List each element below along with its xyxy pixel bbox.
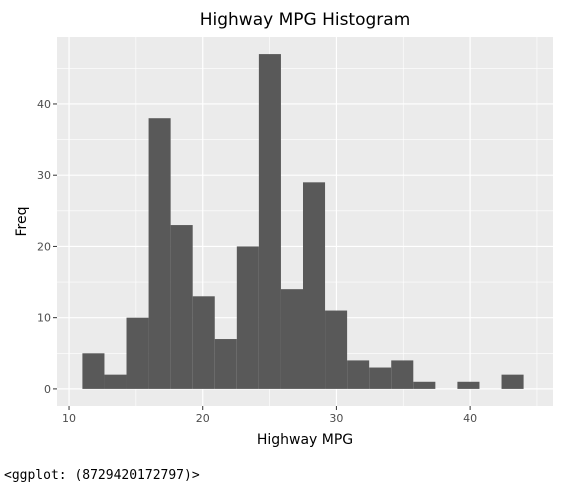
console-output: <ggplot: (8729420172797)>	[4, 468, 200, 483]
y-tick-label: 30	[37, 169, 51, 182]
y-axis-label: Freq	[14, 207, 30, 237]
histogram-bar	[82, 353, 105, 389]
histogram-bar	[104, 374, 127, 389]
histogram-bar	[214, 339, 237, 389]
histogram-bar	[457, 381, 480, 389]
y-tick-label: 20	[37, 240, 51, 253]
histogram-bar	[192, 296, 215, 389]
y-tick-label: 0	[44, 383, 51, 396]
x-tick-label: 30	[329, 412, 343, 425]
histogram-bars	[82, 54, 524, 389]
histogram-bar	[170, 225, 193, 389]
histogram-bar	[258, 54, 281, 389]
histogram-bar	[126, 317, 149, 389]
chart-title: Highway MPG Histogram	[200, 10, 411, 30]
x-axis-label: Highway MPG	[257, 432, 353, 448]
histogram-bar	[413, 381, 436, 389]
histogram-bar	[302, 182, 326, 389]
x-tick-label: 20	[196, 412, 210, 425]
y-tick-label: 40	[37, 98, 51, 111]
histogram-bar	[391, 360, 414, 389]
histogram-bar	[325, 310, 348, 389]
x-tick-label: 40	[463, 412, 477, 425]
histogram-bar	[148, 118, 171, 389]
histogram-bar	[280, 289, 303, 389]
histogram-bar	[369, 367, 392, 389]
histogram-bar	[236, 246, 259, 389]
histogram-bar	[501, 374, 524, 389]
axis-ticks: 10 20 30 40 0 10 20 30 40	[37, 98, 477, 425]
y-tick-label: 10	[37, 312, 51, 325]
histogram-bar	[347, 360, 370, 389]
x-tick-label: 10	[62, 412, 76, 425]
